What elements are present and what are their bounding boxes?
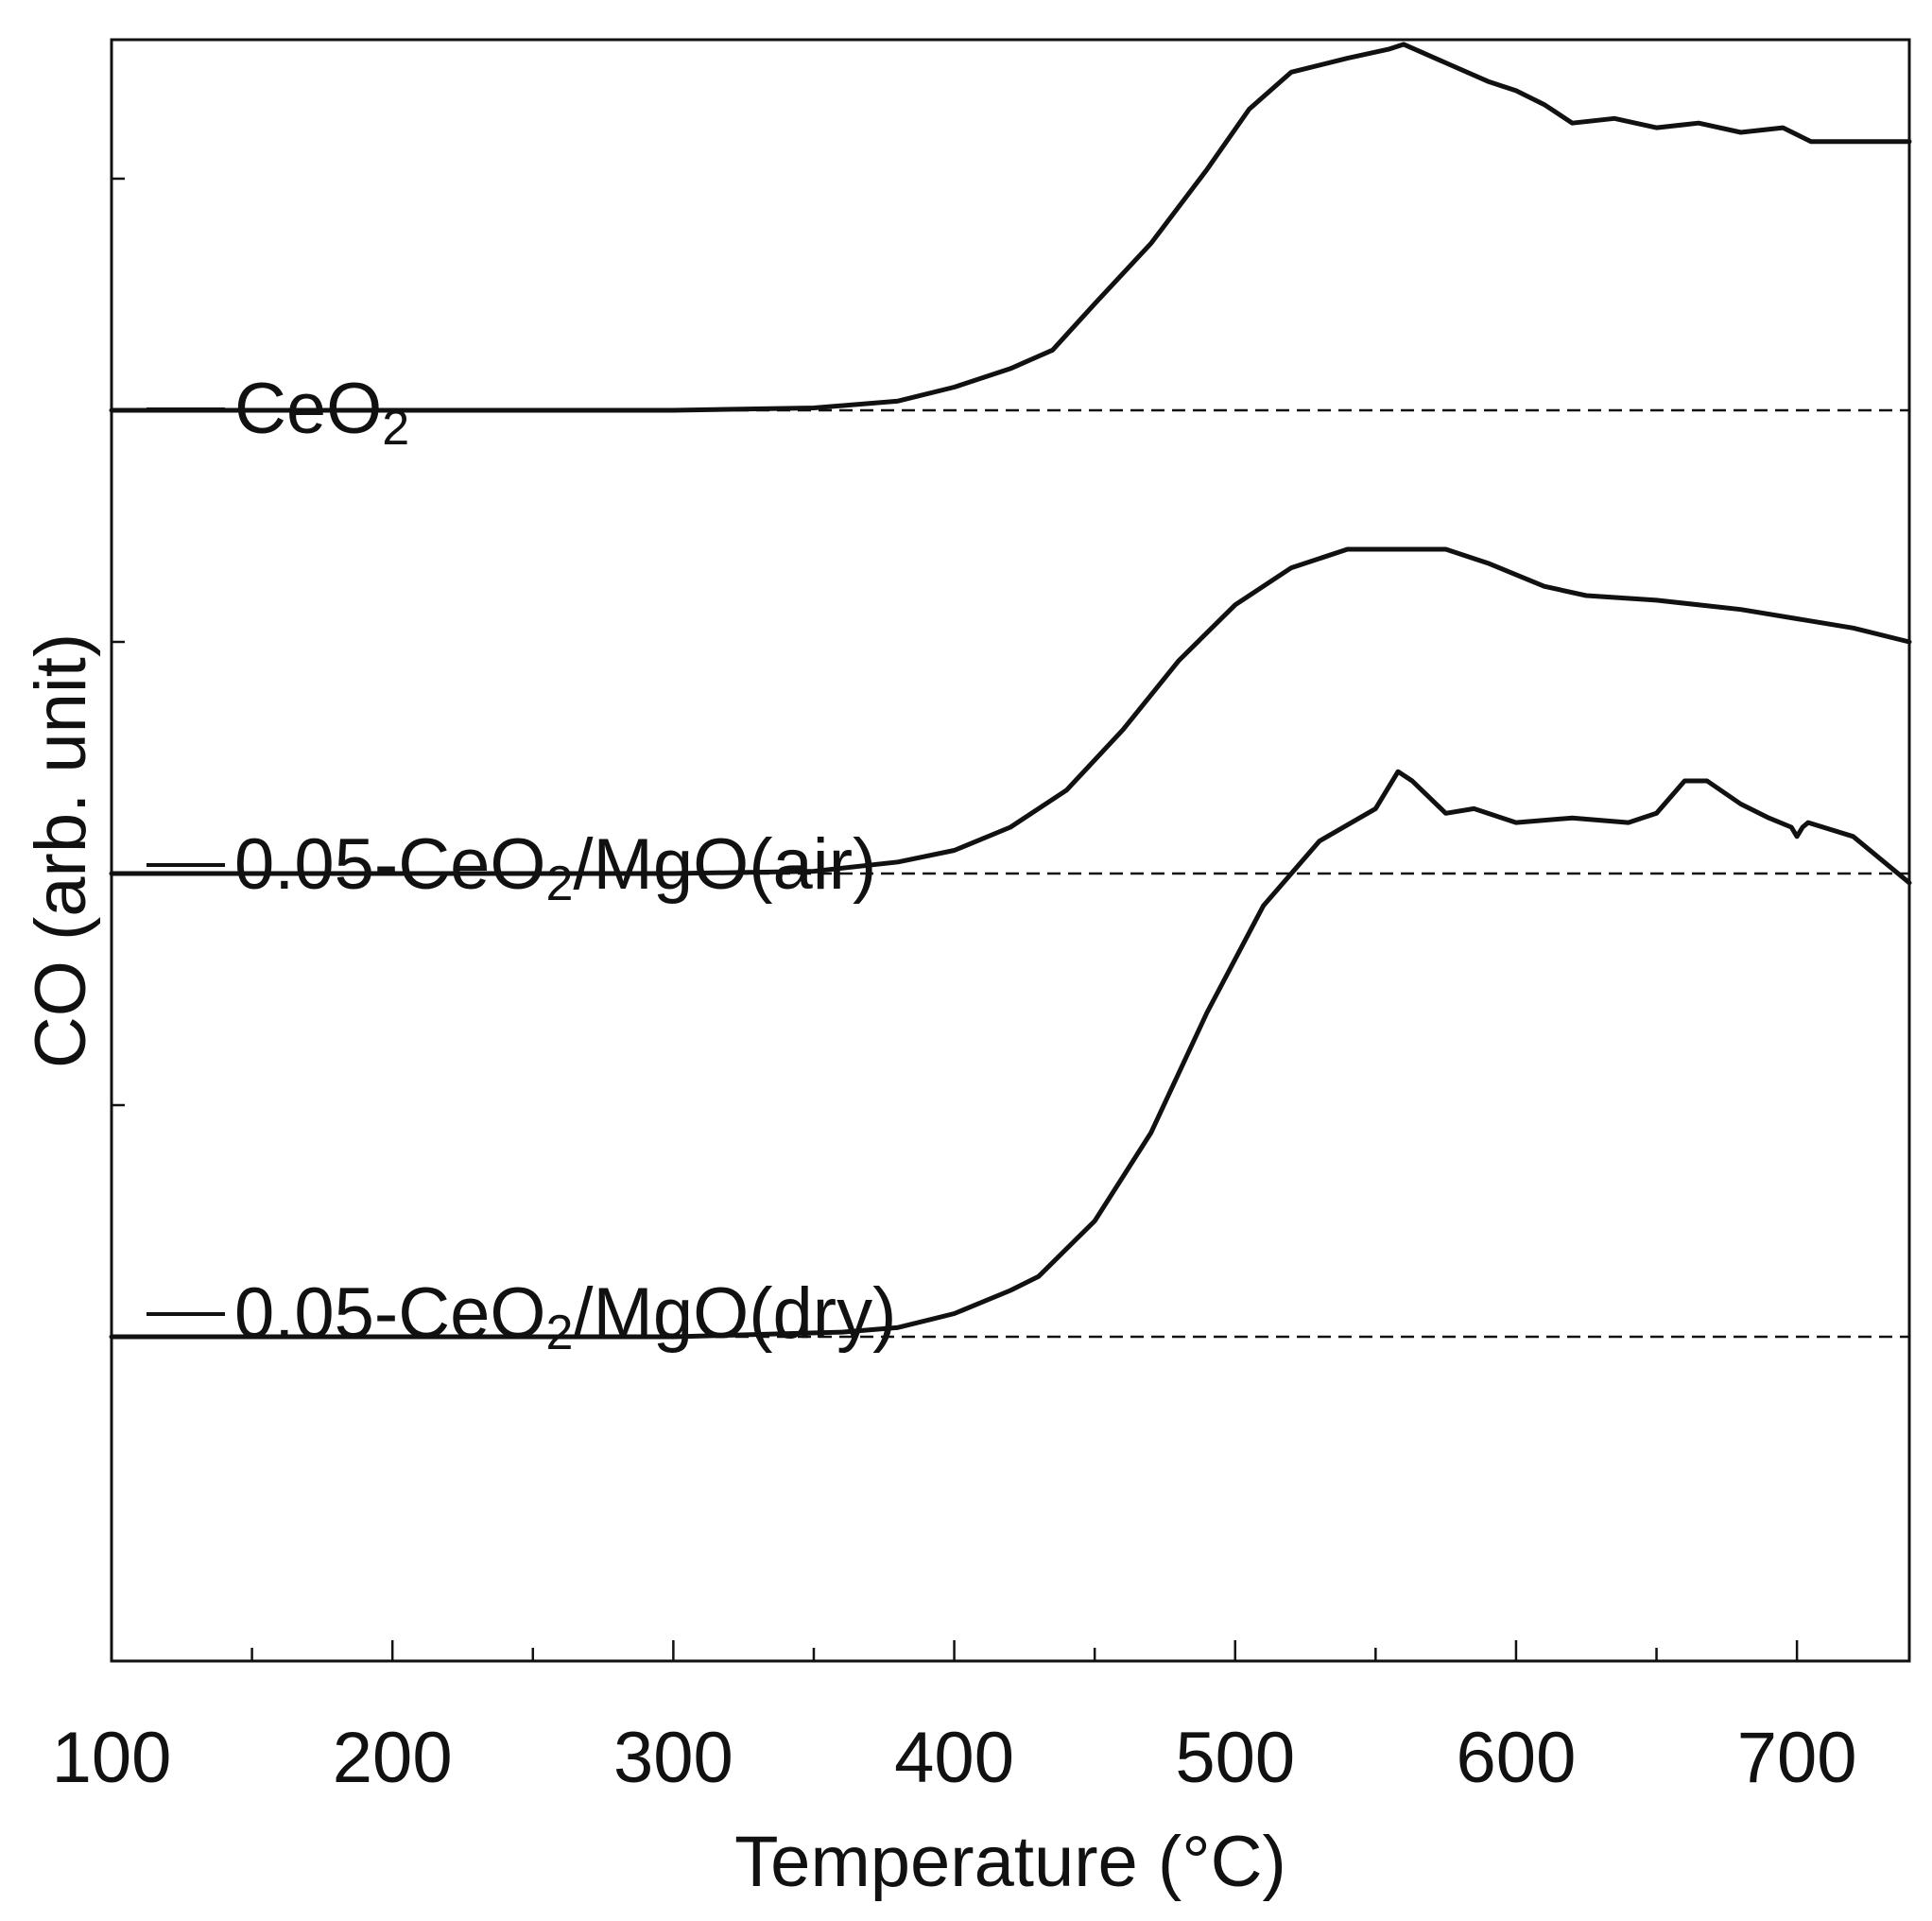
- y-axis-title: CO (arb. unit): [21, 633, 101, 1068]
- x-tick-label: 600: [1457, 1718, 1577, 1798]
- series-line-0: [109, 42, 1912, 413]
- series-line-1: [109, 546, 1912, 876]
- x-tick-label: 400: [894, 1718, 1014, 1798]
- x-tick-label: 300: [613, 1718, 733, 1798]
- inline-legend: CeO2 0.05-CeO2/MgO(air) 0.05-CeO2/MgO(dry): [147, 369, 896, 1360]
- x-tick-label: 700: [1737, 1718, 1857, 1798]
- data-curves: [109, 42, 1912, 1340]
- legend-label-2: 0.05-CeO2/MgO(dry): [234, 1273, 896, 1360]
- plot-frame: [110, 38, 1911, 1663]
- x-tick-label: 500: [1175, 1718, 1295, 1798]
- series-line-2: [109, 769, 1912, 1340]
- x-tick-label: 100: [52, 1718, 172, 1798]
- legend-label-1: 0.05-CeO2/MgO(air): [234, 824, 876, 911]
- y-axis-ticks: [112, 177, 125, 1107]
- x-axis-title: Temperature (°C): [734, 1822, 1286, 1902]
- legend-label-0: CeO2: [234, 369, 409, 456]
- x-axis-ticks: [110, 1640, 1799, 1661]
- x-tick-label: 200: [333, 1718, 453, 1798]
- x-axis-tick-labels: 100 200 300 400 500 600 700: [52, 1718, 1857, 1798]
